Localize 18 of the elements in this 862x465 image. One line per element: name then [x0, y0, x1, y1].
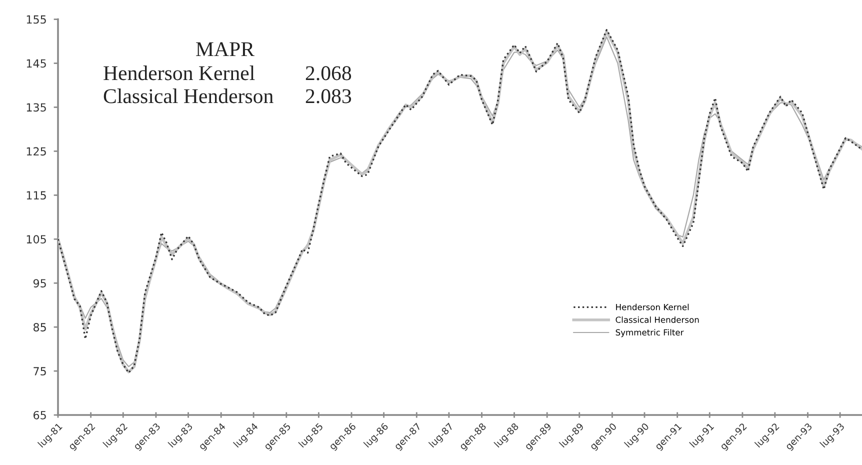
y-tick-label: 115: [26, 191, 46, 200]
y-tick-label: 95: [33, 279, 46, 288]
y-tick-label: 135: [26, 103, 46, 112]
y-tick-label: 65: [34, 410, 46, 420]
y-tick-label: 85: [34, 323, 46, 332]
y-tick-label: 75: [34, 367, 46, 376]
legend-label: Henderson Kernel: [616, 304, 689, 310]
y-tick-label: 125: [26, 147, 46, 156]
legend-label: Classical Henderson: [616, 316, 699, 323]
annotation: 2.083: [306, 89, 352, 104]
y-tick-label: 105: [26, 235, 46, 244]
annotation: MAPR: [196, 42, 254, 56]
annotation: Henderson Kernel: [104, 66, 255, 80]
legend-label: Symmetric Filter: [616, 329, 684, 338]
y-tick-label: 145: [26, 59, 46, 68]
y-tick-label: 155: [26, 15, 46, 24]
annotation: Classical Henderson: [104, 88, 274, 104]
annotation: 2.068: [306, 66, 352, 80]
